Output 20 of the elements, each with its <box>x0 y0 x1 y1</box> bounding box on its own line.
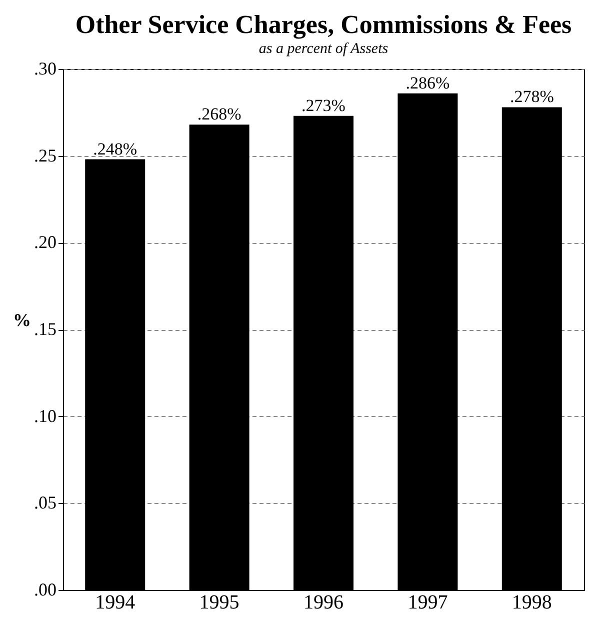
data-label: .248% <box>93 139 138 158</box>
data-label: .286% <box>406 73 450 92</box>
y-tick-label: .10 <box>34 406 56 426</box>
x-tick-label: 1997 <box>408 592 448 614</box>
data-label: .278% <box>510 87 554 106</box>
y-axis-title: % <box>13 310 31 330</box>
x-tick-label: 1994 <box>95 592 136 614</box>
y-tick-label: .05 <box>34 492 56 513</box>
y-tick-label: .15 <box>34 319 56 339</box>
chart-subtitle: as a percent of Assets <box>258 41 388 57</box>
chart-title: Other Service Charges, Commissions & Fees <box>75 10 572 39</box>
y-tick-label: .20 <box>34 232 56 252</box>
data-label: .273% <box>302 96 346 115</box>
y-tick-label: .30 <box>34 58 56 78</box>
y-tick-label: .00 <box>34 580 56 600</box>
x-tick-label: 1996 <box>304 592 344 614</box>
x-tick-label: 1998 <box>512 592 552 614</box>
x-tick-label: 1995 <box>199 592 240 614</box>
data-label: .268% <box>197 104 242 124</box>
y-tick-label: .25 <box>34 145 56 166</box>
